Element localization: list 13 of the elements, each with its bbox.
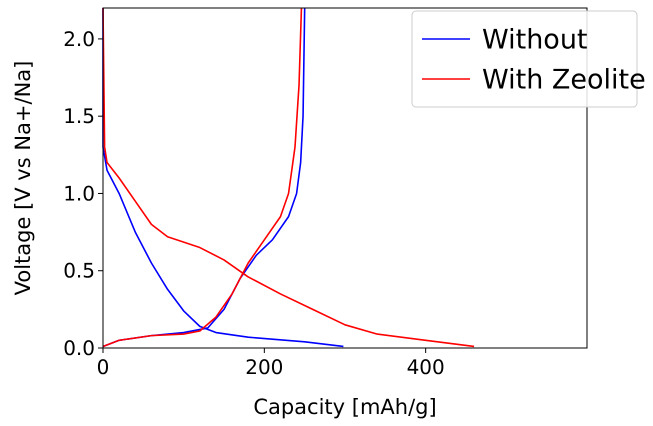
legend-label: With Zeolite [482, 64, 646, 96]
y-axis-title: Voltage [V vs Na+/Na] [11, 60, 35, 296]
x-tick-label: 200 [245, 355, 284, 379]
y-tick-label: 0.5 [63, 258, 95, 283]
legend-label: Without [482, 24, 588, 56]
y-tick-label: 0.0 [63, 336, 95, 360]
y-tick-label: 2.0 [63, 26, 95, 51]
x-axis-title: Capacity [mAh/g] [253, 395, 437, 419]
y-tick-label: 1.5 [63, 104, 95, 128]
x-tick-label: 400 [406, 355, 445, 379]
x-tick-label: 0 [96, 355, 110, 379]
y-tick-label: 1.0 [63, 181, 95, 206]
line-series [102, 7, 475, 348]
